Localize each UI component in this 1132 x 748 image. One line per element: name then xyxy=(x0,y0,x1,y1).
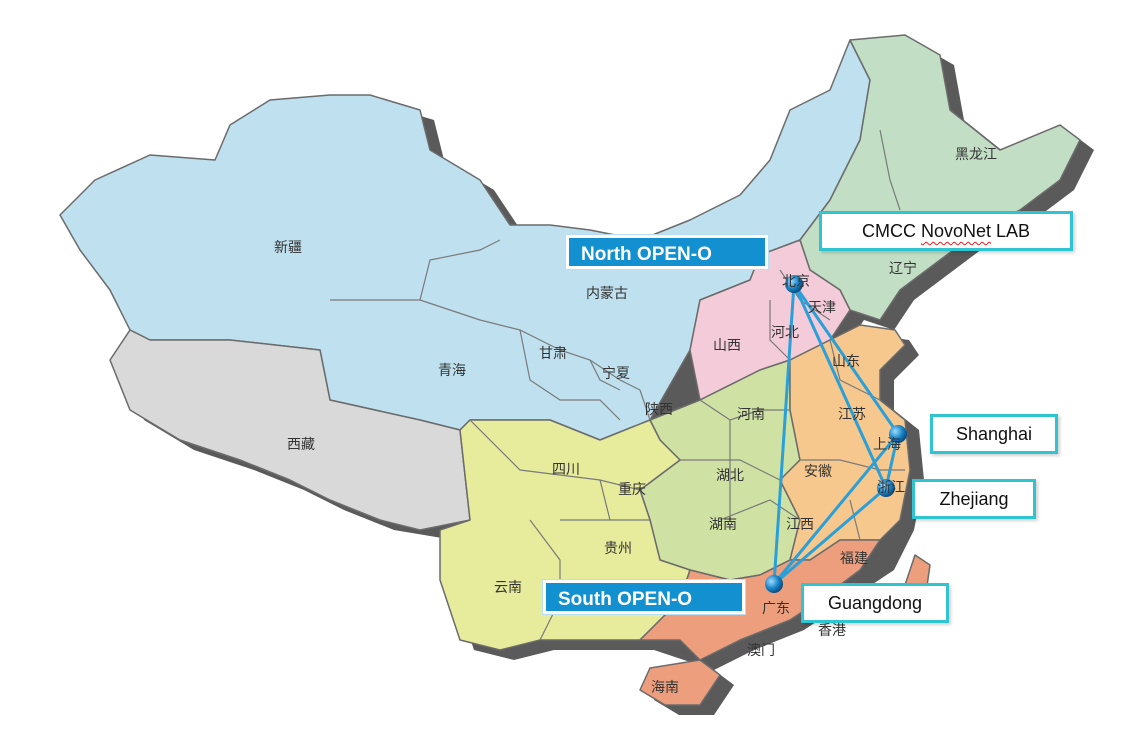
province-label-guizhou: 贵州 xyxy=(604,541,632,557)
guangdong-callout: Guangdong xyxy=(801,583,949,623)
north-open-o-banner: North OPEN-O xyxy=(566,235,768,269)
region-south xyxy=(639,539,881,661)
link-shanghai-guangdong xyxy=(772,433,900,585)
province-label-neimenggu: 内蒙古 xyxy=(586,286,628,302)
province-label-henan: 河南 xyxy=(737,407,765,423)
cmcc-lab-callout-text: CMCC NovoNet LAB xyxy=(861,221,1031,241)
cmcc-lab-callout: CMCC NovoNet LAB xyxy=(819,211,1073,251)
province-label-sichuan: 四川 xyxy=(552,462,580,478)
link-beijing-shanghai xyxy=(792,283,900,435)
province-label-anhui: 安徽 xyxy=(804,464,832,480)
province-label-shanghai: 上海 xyxy=(873,437,901,453)
link-zhejiang-guangdong xyxy=(773,486,887,586)
province-label-hunan: 湖南 xyxy=(709,517,737,533)
province-label-aomen: 澳门 xyxy=(747,643,775,659)
node-shanghai xyxy=(889,425,907,443)
node-zhejiang xyxy=(877,479,895,497)
region-tibet xyxy=(109,329,471,531)
province-label-guangdong: 广东 xyxy=(762,601,790,617)
province-label-tianjin: 天津 xyxy=(808,300,836,316)
province-label-shanxi: 山西 xyxy=(713,338,741,354)
province-label-fujian: 福建 xyxy=(840,551,868,567)
province-label-shandong: 山东 xyxy=(832,354,860,370)
province-label-hubei: 湖北 xyxy=(716,468,744,484)
province-label-zhejiang: 浙江 xyxy=(877,480,905,496)
south-open-o-banner: South OPEN-O xyxy=(543,580,745,614)
province-label-heilongjiang: 黑龙江 xyxy=(955,147,997,163)
node-beijing xyxy=(785,275,803,293)
province-label-chongqing: 重庆 xyxy=(618,482,646,498)
spellcheck-word: NovoNet xyxy=(920,221,991,241)
province-label-hebei: 河北 xyxy=(771,325,799,341)
province-label-beijing: 北京 xyxy=(782,274,810,290)
network-nodes xyxy=(765,275,907,593)
province-label-jiangsu: 江苏 xyxy=(838,407,866,423)
province-label-shaanxi: 陕西 xyxy=(645,402,673,418)
province-label-ningxia: 宁夏 xyxy=(602,366,630,382)
province-label-jiangxi: 江西 xyxy=(786,517,814,533)
province-label-yunnan: 云南 xyxy=(494,580,522,596)
province-label-hainan: 海南 xyxy=(651,680,679,696)
province-label-xizang: 西藏 xyxy=(287,437,315,453)
link-beijing-guangdong xyxy=(772,283,796,585)
province-label-liaoning: 辽宁 xyxy=(889,261,917,277)
province-label-gansu: 甘肃 xyxy=(539,346,567,362)
shanghai-callout: Shanghai xyxy=(930,414,1058,454)
province-label-qinghai: 青海 xyxy=(438,363,466,379)
link-shanghai-zhejiang xyxy=(884,433,900,489)
province-label-xinjiang: 新疆 xyxy=(274,240,302,256)
link-beijing-zhejiang xyxy=(792,283,888,489)
province-label-xianggang: 香港 xyxy=(818,623,846,639)
region-south-island xyxy=(639,659,721,706)
node-guangdong xyxy=(765,575,783,593)
zhejiang-callout: Zhejiang xyxy=(912,479,1036,519)
network-links xyxy=(772,283,900,586)
